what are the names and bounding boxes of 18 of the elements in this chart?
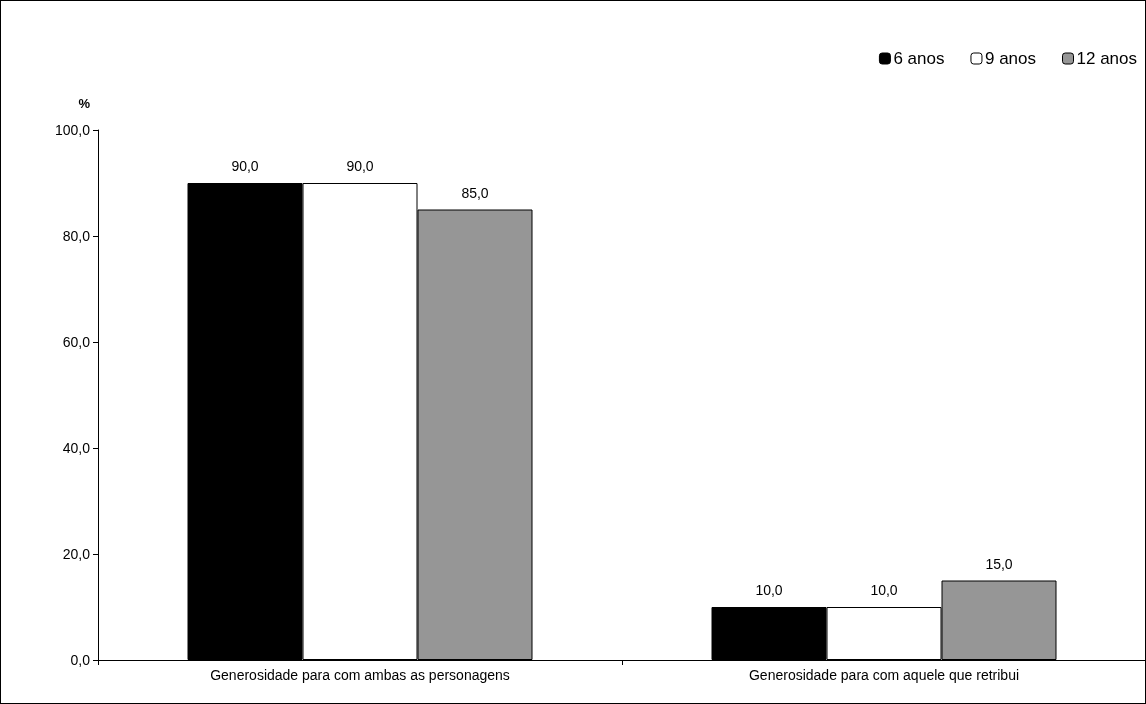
y-tick-label: 100,0 <box>54 122 91 138</box>
legend-label: 9 anos <box>984 49 1037 68</box>
data-label: 90,0 <box>346 158 374 174</box>
y-tick-label: 40,0 <box>62 440 91 456</box>
y-tick-label: 0,0 <box>70 652 91 668</box>
y-tick-label: 80,0 <box>62 228 91 244</box>
data-label: 90,0 <box>231 158 259 174</box>
data-label: 10,0 <box>755 582 783 598</box>
legend-label: 12 anos <box>1076 49 1137 68</box>
data-label: 10,0 <box>870 582 898 598</box>
y-tick-label: 20,0 <box>62 546 91 562</box>
y-axis-title: % <box>78 96 91 111</box>
data-label: 15,0 <box>985 555 1013 572</box>
y-tick-label: 60,0 <box>62 334 91 350</box>
x-tick-label: Generosidade para com aquele que retribui <box>748 667 1020 683</box>
x-tick-label: Generosidade para com ambas as personagens <box>210 667 510 683</box>
data-label: 85,0 <box>461 184 489 201</box>
legend-label: 6 anos <box>893 49 945 68</box>
